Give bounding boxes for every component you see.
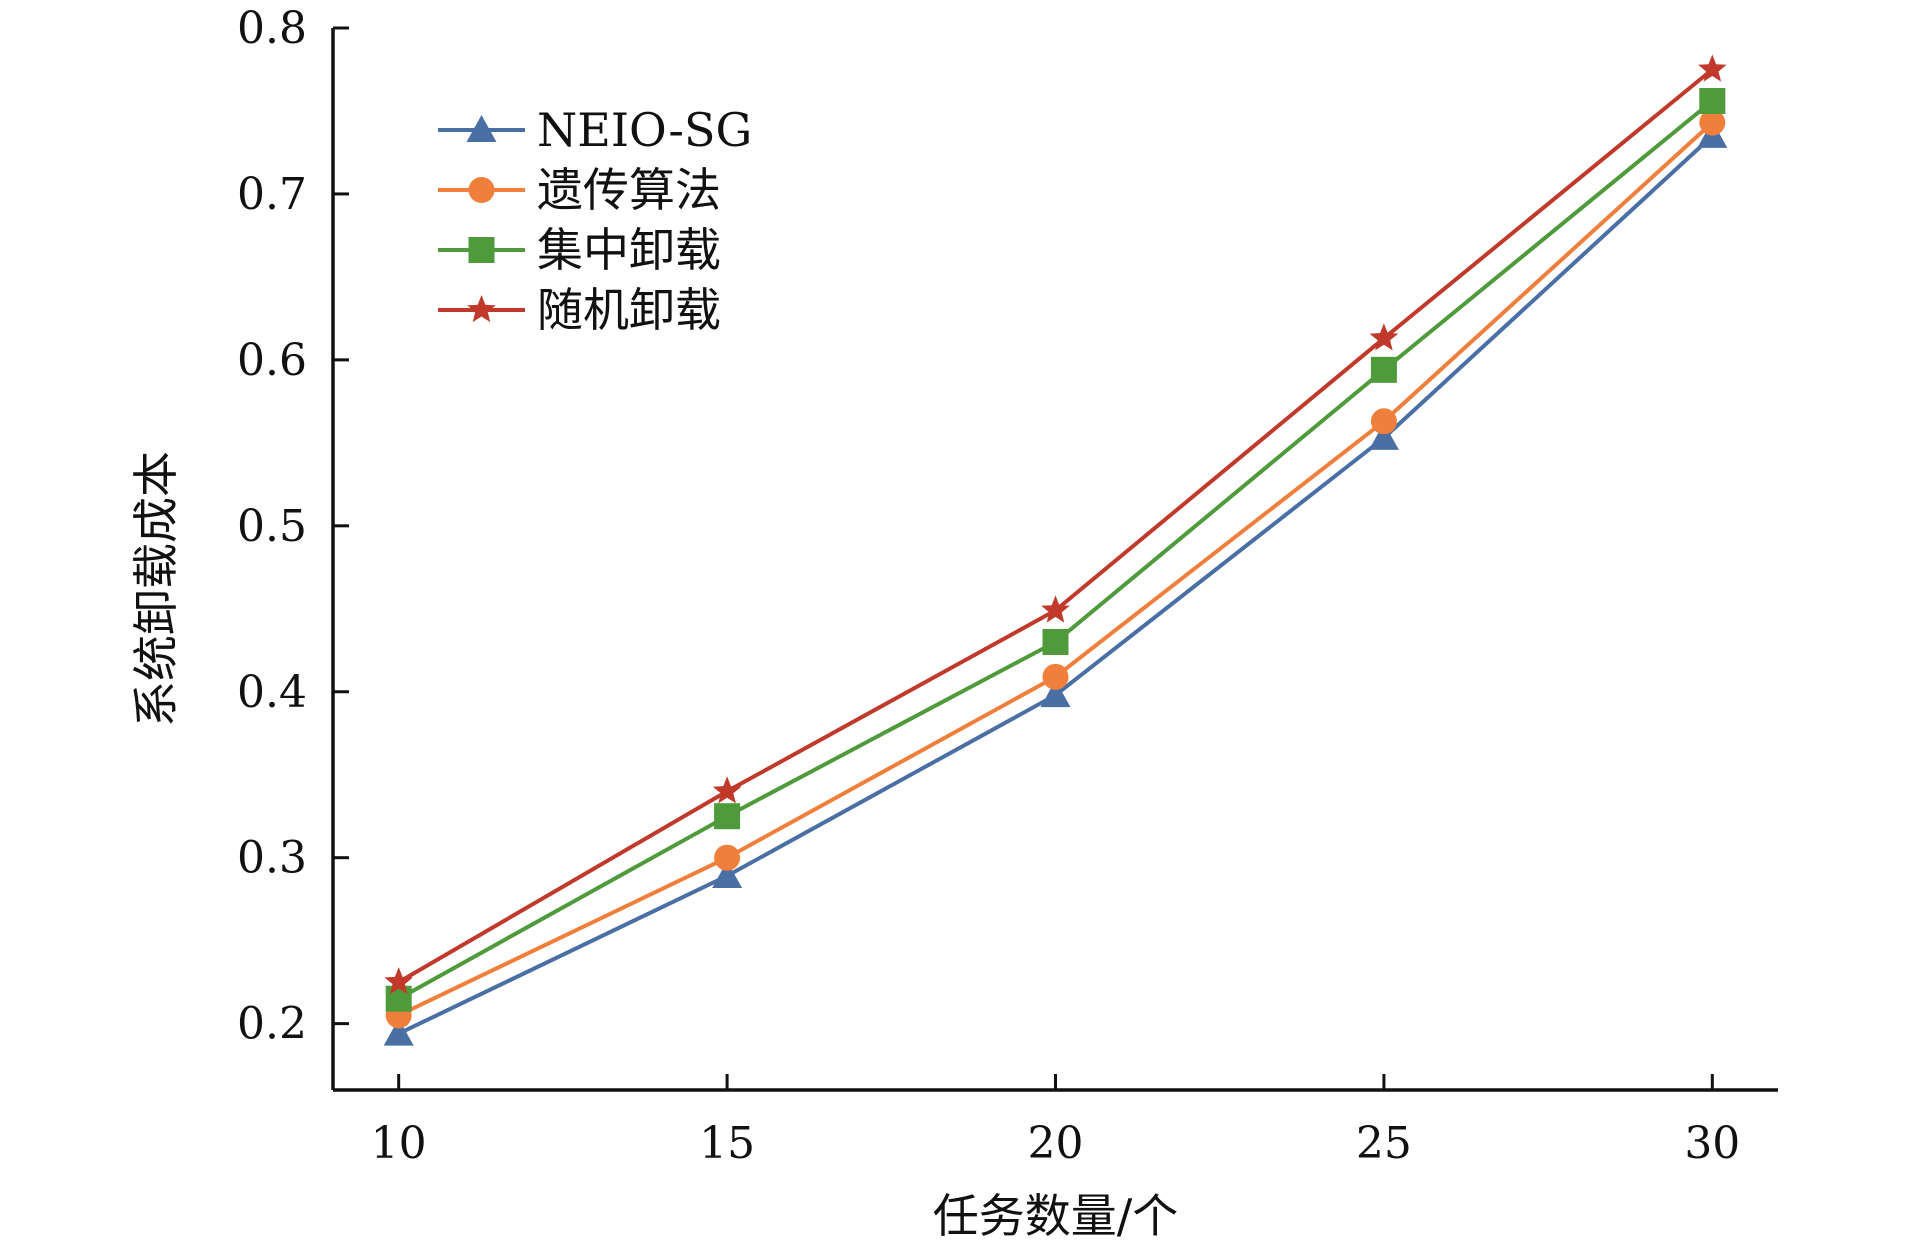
legend-label: NEIO-SG <box>537 103 752 157</box>
y-tick-label: 0.2 <box>237 999 307 1050</box>
data-point-circle <box>714 844 741 871</box>
data-point-circle <box>1370 408 1397 435</box>
legend-item: 集中卸载 <box>438 223 721 277</box>
legend-marker-square <box>468 237 495 263</box>
data-point-star <box>1041 595 1070 623</box>
legend-marker-triangle <box>466 115 497 142</box>
y-tick-label: 0.5 <box>237 501 307 552</box>
series-group <box>383 54 1728 1046</box>
legend-item: 遗传算法 <box>438 163 721 217</box>
data-point-circle <box>1042 663 1069 690</box>
data-point-square <box>1370 356 1397 383</box>
data-point-square <box>1042 628 1069 655</box>
legend-label: 遗传算法 <box>537 163 721 217</box>
data-point-triangle <box>712 860 743 888</box>
y-tick-label: 0.6 <box>237 335 307 386</box>
data-point-star <box>1369 323 1399 351</box>
data-point-circle <box>1699 109 1726 136</box>
y-tick-label: 0.4 <box>237 667 307 718</box>
legend-item: NEIO-SG <box>438 103 752 157</box>
x-tick-label: 15 <box>699 1118 755 1169</box>
data-point-star <box>384 967 413 995</box>
data-point-triangle <box>1368 422 1399 450</box>
data-point-square <box>1699 88 1726 115</box>
x-axis-title: 任务数量/个 <box>933 1189 1179 1243</box>
data-point-triangle <box>1040 680 1071 708</box>
series-3 <box>385 88 1726 1012</box>
tick-marks: 0.2 0.3 0.4 0.5 0.6 0.7 0.8 10 15 20 25 30 <box>237 3 1740 1169</box>
y-tick-label: 0.7 <box>237 169 307 220</box>
y-tick-label: 0.8 <box>237 3 307 54</box>
data-point-star <box>1698 54 1727 82</box>
legend-item: 随机卸载 <box>438 283 721 337</box>
series-1 <box>383 120 1728 1046</box>
x-tick-label: 30 <box>1684 1118 1740 1169</box>
legend-label: 集中卸载 <box>537 223 721 277</box>
data-point-triangle <box>383 1018 414 1046</box>
data-point-square <box>385 985 412 1012</box>
x-tick-label: 20 <box>1028 1118 1084 1169</box>
series-4 <box>384 54 1727 995</box>
data-point-star <box>712 776 742 804</box>
x-tick-label: 25 <box>1356 1118 1412 1169</box>
x-tick-label: 10 <box>371 1118 427 1169</box>
legend-marker-circle <box>468 177 495 203</box>
legend-label: 随机卸载 <box>537 283 721 337</box>
data-point-square <box>714 803 741 830</box>
y-axis-title: 系统卸载成本 <box>129 451 183 727</box>
y-tick-label: 0.3 <box>237 833 307 884</box>
legend-marker-star <box>467 295 496 323</box>
